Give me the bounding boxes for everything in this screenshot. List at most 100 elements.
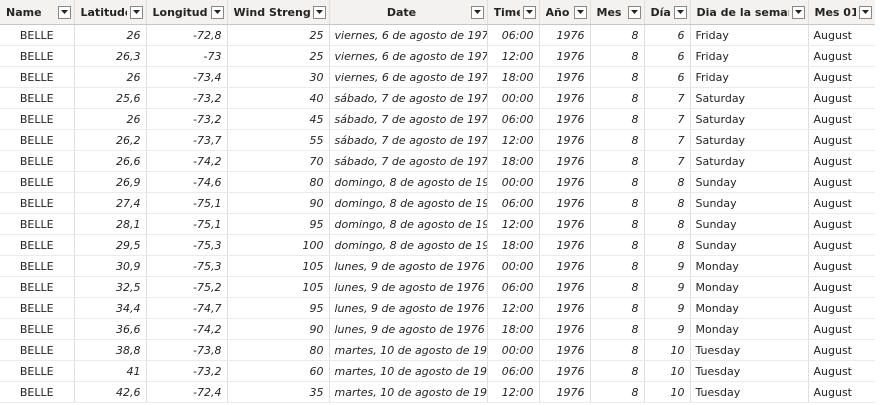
chevron-down-icon[interactable]	[627, 5, 641, 19]
cell-day[interactable]: 9	[644, 255, 691, 277]
cell-latitude[interactable]: 34,4	[74, 297, 147, 319]
cell-name[interactable]: BELLE	[0, 276, 75, 298]
column-header-date[interactable]: Date	[329, 0, 488, 25]
cell-wind[interactable]: 105	[227, 255, 330, 277]
cell-wind[interactable]: 60	[227, 360, 330, 382]
cell-day[interactable]: 10	[644, 339, 691, 361]
chevron-down-icon[interactable]	[210, 5, 224, 19]
cell-wind[interactable]: 30	[227, 66, 330, 88]
cell-month01[interactable]: August	[808, 24, 876, 46]
cell-day[interactable]: 6	[644, 66, 691, 88]
cell-time[interactable]: 12:00	[487, 213, 540, 235]
cell-name[interactable]: BELLE	[0, 297, 75, 319]
cell-latitude[interactable]: 30,9	[74, 255, 147, 277]
cell-weekday[interactable]: Friday	[690, 66, 809, 88]
cell-latitude[interactable]: 26	[74, 108, 147, 130]
table-row[interactable]: BELLE 27,4 -75,1 90 domingo, 8 de agosto de …	[0, 192, 876, 214]
cell-date[interactable]: lunes, 9 de agosto de 1976	[329, 255, 488, 277]
cell-year[interactable]: 1976	[539, 339, 591, 361]
cell-date[interactable]: viernes, 6 de agosto de 1976	[329, 24, 488, 46]
cell-year[interactable]: 1976	[539, 213, 591, 235]
cell-time[interactable]: 00:00	[487, 171, 540, 193]
cell-weekday[interactable]: Saturday	[690, 87, 809, 109]
column-header-year[interactable]: Año	[539, 0, 591, 25]
cell-latitude[interactable]: 27,4	[74, 192, 147, 214]
column-header-name[interactable]: Name	[0, 0, 75, 25]
cell-year[interactable]: 1976	[539, 129, 591, 151]
cell-day[interactable]: 8	[644, 192, 691, 214]
cell-month01[interactable]: August	[808, 339, 876, 361]
cell-weekday[interactable]: Saturday	[690, 150, 809, 172]
cell-latitude[interactable]: 26	[74, 24, 147, 46]
cell-weekday[interactable]: Sunday	[690, 192, 809, 214]
cell-month[interactable]: 8	[590, 171, 645, 193]
cell-latitude[interactable]: 26	[74, 66, 147, 88]
cell-longitude[interactable]: -75,3	[146, 234, 228, 256]
cell-wind[interactable]: 105	[227, 276, 330, 298]
cell-wind[interactable]: 70	[227, 150, 330, 172]
cell-weekday[interactable]: Saturday	[690, 108, 809, 130]
table-row[interactable]: BELLE 26,3 -73 25 viernes, 6 de agosto de 19…	[0, 45, 876, 67]
cell-time[interactable]: 18:00	[487, 150, 540, 172]
cell-year[interactable]: 1976	[539, 24, 591, 46]
cell-time[interactable]: 18:00	[487, 66, 540, 88]
cell-month[interactable]: 8	[590, 129, 645, 151]
cell-date[interactable]: lunes, 9 de agosto de 1976	[329, 297, 488, 319]
table-row[interactable]: BELLE 26,2 -73,7 55 sábado, 7 de agosto de 1…	[0, 129, 876, 151]
cell-longitude[interactable]: -75,2	[146, 276, 228, 298]
cell-month[interactable]: 8	[590, 234, 645, 256]
chevron-down-icon[interactable]	[858, 5, 872, 19]
cell-name[interactable]: BELLE	[0, 66, 75, 88]
cell-longitude[interactable]: -72,8	[146, 24, 228, 46]
cell-wind[interactable]: 40	[227, 87, 330, 109]
cell-month01[interactable]: August	[808, 381, 876, 403]
cell-wind[interactable]: 100	[227, 234, 330, 256]
cell-date[interactable]: domingo, 8 de agosto de 1976	[329, 234, 488, 256]
cell-wind[interactable]: 95	[227, 297, 330, 319]
cell-day[interactable]: 9	[644, 276, 691, 298]
cell-date[interactable]: sábado, 7 de agosto de 1976	[329, 108, 488, 130]
cell-wind[interactable]: 90	[227, 192, 330, 214]
cell-latitude[interactable]: 38,8	[74, 339, 147, 361]
cell-time[interactable]: 06:00	[487, 360, 540, 382]
cell-weekday[interactable]: Sunday	[690, 234, 809, 256]
cell-month[interactable]: 8	[590, 66, 645, 88]
cell-latitude[interactable]: 32,5	[74, 276, 147, 298]
table-row[interactable]: BELLE 42,6 -72,4 35 martes, 10 de agosto de …	[0, 381, 876, 403]
cell-name[interactable]: BELLE	[0, 108, 75, 130]
cell-longitude[interactable]: -73,2	[146, 108, 228, 130]
cell-name[interactable]: BELLE	[0, 129, 75, 151]
cell-day[interactable]: 8	[644, 171, 691, 193]
column-header-time[interactable]: Time	[487, 0, 540, 25]
cell-longitude[interactable]: -73,8	[146, 339, 228, 361]
table-row[interactable]: BELLE 34,4 -74,7 95 lunes, 9 de agosto de 19…	[0, 297, 876, 319]
cell-month[interactable]: 8	[590, 150, 645, 172]
cell-longitude[interactable]: -75,3	[146, 255, 228, 277]
cell-month[interactable]: 8	[590, 192, 645, 214]
cell-latitude[interactable]: 42,6	[74, 381, 147, 403]
table-row[interactable]: BELLE 28,1 -75,1 95 domingo, 8 de agosto de …	[0, 213, 876, 235]
cell-day[interactable]: 10	[644, 381, 691, 403]
cell-wind[interactable]: 80	[227, 339, 330, 361]
table-row[interactable]: BELLE 26 -72,8 25 viernes, 6 de agosto de 19…	[0, 24, 876, 46]
table-row[interactable]: BELLE 41 -73,2 60 martes, 10 de agosto de 19…	[0, 360, 876, 382]
cell-month[interactable]: 8	[590, 45, 645, 67]
cell-month01[interactable]: August	[808, 150, 876, 172]
cell-name[interactable]: BELLE	[0, 213, 75, 235]
cell-name[interactable]: BELLE	[0, 318, 75, 340]
cell-name[interactable]: BELLE	[0, 381, 75, 403]
cell-name[interactable]: BELLE	[0, 192, 75, 214]
cell-name[interactable]: BELLE	[0, 255, 75, 277]
cell-month[interactable]: 8	[590, 318, 645, 340]
cell-month[interactable]: 8	[590, 297, 645, 319]
column-header-wind-strength[interactable]: Wind Strength	[227, 0, 330, 25]
cell-latitude[interactable]: 25,6	[74, 87, 147, 109]
cell-day[interactable]: 7	[644, 129, 691, 151]
cell-date[interactable]: lunes, 9 de agosto de 1976	[329, 318, 488, 340]
cell-year[interactable]: 1976	[539, 318, 591, 340]
table-row[interactable]: BELLE 26 -73,4 30 viernes, 6 de agosto de 19…	[0, 66, 876, 88]
cell-month[interactable]: 8	[590, 339, 645, 361]
cell-time[interactable]: 12:00	[487, 297, 540, 319]
cell-wind[interactable]: 55	[227, 129, 330, 151]
cell-month[interactable]: 8	[590, 87, 645, 109]
